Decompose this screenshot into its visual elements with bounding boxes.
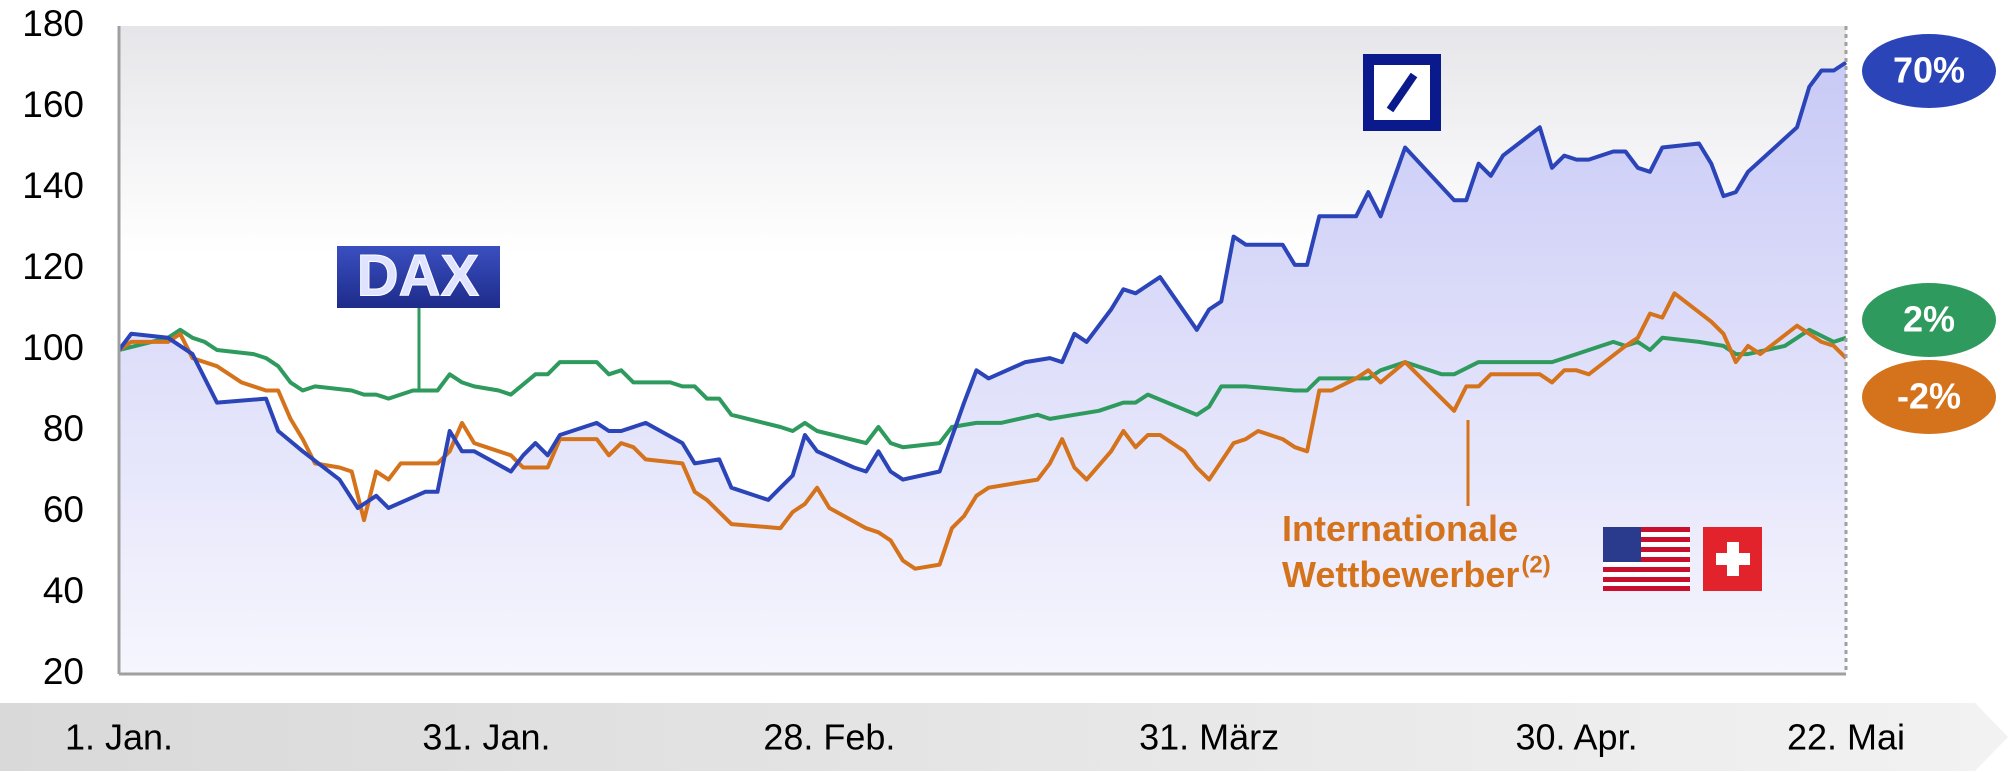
y-tick-label: 40 <box>43 570 84 611</box>
y-tick-label: 160 <box>22 84 84 125</box>
y-tick-label: 60 <box>43 489 84 530</box>
us-flag <box>1603 527 1690 591</box>
y-tick-label: 120 <box>22 246 84 287</box>
end-label: 2% <box>1903 299 1955 340</box>
line <box>118 327 1847 450</box>
series-label: DAX <box>357 243 480 308</box>
swiss-flag <box>1703 527 1762 591</box>
line <box>117 291 1848 571</box>
area <box>119 62 1846 674</box>
x-tick-label: 22. Mai <box>1787 717 1905 758</box>
x-tick-label: 28. Feb. <box>763 717 895 758</box>
y-tick-label: 180 <box>22 3 84 44</box>
x-tick-label: 31. Jan. <box>422 717 550 758</box>
y-tick-label: 140 <box>22 165 84 206</box>
end-badge <box>1862 283 1996 357</box>
end-label: -2% <box>1897 376 1961 417</box>
x-tick-label: 31. März <box>1139 717 1279 758</box>
end-badge <box>1862 360 1996 434</box>
x-axis-band <box>0 703 2008 771</box>
y-tick-label: 80 <box>43 408 84 449</box>
y-tick-label: 100 <box>22 327 84 368</box>
line <box>117 60 1848 510</box>
y-tick-label: 20 <box>43 651 84 692</box>
end-label: 70% <box>1893 50 1965 91</box>
series-label: Internationale Wettbewerber <box>1282 508 1519 595</box>
end-badge <box>1862 34 1996 108</box>
x-tick-label: 1. Jan. <box>65 717 173 758</box>
dax-logo <box>337 246 500 308</box>
series-footnote: (2) <box>1521 551 1550 578</box>
x-tick-label: 30. Apr. <box>1515 717 1637 758</box>
bank-logo <box>1363 54 1441 131</box>
